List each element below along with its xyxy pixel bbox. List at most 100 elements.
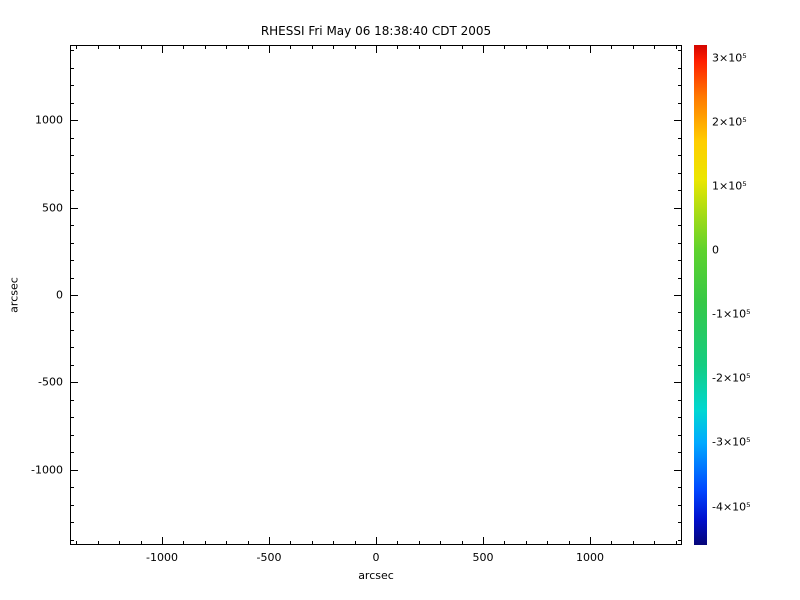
y-axis-tick <box>678 67 681 69</box>
x-axis-tick <box>119 541 121 544</box>
y-axis-tick <box>71 155 74 157</box>
x-axis-tick <box>632 541 634 544</box>
y-axis-tick <box>71 399 74 401</box>
x-axis-tick <box>654 541 656 544</box>
x-axis-tick <box>226 541 228 544</box>
x-axis-tick <box>397 46 399 49</box>
colorbar-tick-label: -4×10⁵ <box>712 500 751 514</box>
y-axis-tick <box>678 260 681 262</box>
x-axis-tick <box>418 541 420 544</box>
y-tick-label: 500 <box>42 201 63 215</box>
y-axis-label: arcsec <box>7 277 21 313</box>
plot-frame <box>70 45 682 545</box>
x-axis-tick <box>589 46 591 53</box>
y-axis-tick <box>678 522 681 524</box>
y-tick-label: 0 <box>56 288 63 302</box>
y-axis-tick <box>678 155 681 157</box>
y-tick-label: -1000 <box>31 463 63 477</box>
y-axis-tick <box>678 50 681 52</box>
y-axis-tick <box>678 172 681 174</box>
colorbar-tick-label: 2×10⁵ <box>712 115 747 129</box>
x-axis-tick <box>311 46 313 49</box>
x-axis-tick <box>611 541 613 544</box>
x-axis-tick <box>440 541 442 544</box>
x-axis-tick <box>547 46 549 49</box>
x-axis-tick <box>482 46 484 53</box>
x-axis-tick <box>311 541 313 544</box>
y-tick-label: -500 <box>38 375 63 389</box>
y-axis-tick <box>678 434 681 436</box>
y-axis-tick <box>71 67 74 69</box>
x-axis-tick <box>97 541 99 544</box>
y-axis-tick <box>678 539 681 541</box>
y-axis-tick <box>678 225 681 227</box>
x-axis-label: arcsec <box>358 569 394 582</box>
x-axis-tick <box>97 46 99 49</box>
x-axis-tick <box>675 46 677 49</box>
y-axis-tick <box>71 452 74 454</box>
colorbar-tick-label: 3×10⁵ <box>712 51 747 65</box>
x-axis-tick <box>611 46 613 49</box>
y-axis-tick <box>71 539 74 541</box>
x-axis-tick <box>204 541 206 544</box>
x-axis-tick <box>290 541 292 544</box>
x-axis-tick <box>654 46 656 49</box>
y-axis-tick <box>71 260 74 262</box>
x-axis-tick <box>461 541 463 544</box>
x-axis-tick <box>440 46 442 49</box>
y-axis-tick <box>678 277 681 279</box>
y-axis-tick <box>71 277 74 279</box>
x-tick-label: -500 <box>256 551 282 564</box>
y-axis-tick <box>71 312 74 314</box>
x-axis-tick <box>290 46 292 49</box>
x-axis-tick <box>376 46 377 53</box>
x-axis-tick <box>504 46 506 49</box>
y-axis-tick <box>71 417 74 419</box>
x-axis-tick <box>183 541 185 544</box>
y-axis-tick <box>71 242 74 244</box>
x-tick-label: 1000 <box>575 551 604 564</box>
y-axis-tick <box>678 417 681 419</box>
x-axis-tick <box>675 541 677 544</box>
x-axis-tick <box>140 46 142 49</box>
x-axis-tick <box>418 46 420 49</box>
x-axis-tick <box>482 537 484 544</box>
y-axis-tick <box>71 504 74 506</box>
y-axis-tick <box>71 137 74 139</box>
x-axis-tick <box>525 46 527 49</box>
colorbar-tick-label: 1×10⁵ <box>712 179 747 193</box>
plot-title: RHESSI Fri May 06 18:38:40 CDT 2005 <box>260 24 492 38</box>
x-axis-tick <box>76 46 78 49</box>
y-axis-tick <box>678 504 681 506</box>
x-axis-tick <box>162 537 163 544</box>
x-axis-tick <box>461 46 463 49</box>
y-axis-tick <box>71 487 74 489</box>
x-axis-tick <box>162 46 163 53</box>
x-axis-tick <box>568 541 570 544</box>
y-axis-tick <box>71 207 78 209</box>
y-axis-tick <box>678 347 681 349</box>
x-axis-tick <box>204 46 206 49</box>
y-axis-tick <box>71 469 78 471</box>
y-axis-tick <box>674 382 681 384</box>
x-axis-tick <box>183 46 185 49</box>
y-tick-label: 1000 <box>35 113 63 127</box>
y-axis-tick <box>71 190 74 192</box>
colorbar-tick-label: 0 <box>712 243 719 257</box>
y-axis-tick <box>678 329 681 331</box>
x-axis-tick <box>269 537 270 544</box>
x-axis-tick <box>247 541 249 544</box>
x-axis-tick <box>589 537 591 544</box>
y-axis-tick <box>71 434 74 436</box>
y-axis-tick <box>678 85 681 87</box>
y-axis-tick <box>674 295 681 296</box>
x-tick-label: 0 <box>372 551 380 564</box>
y-axis-tick <box>71 172 74 174</box>
y-axis-tick <box>678 190 681 192</box>
y-axis-tick <box>674 469 681 471</box>
x-tick-label: -1000 <box>146 551 178 564</box>
y-axis-tick <box>674 120 681 122</box>
y-axis-tick <box>674 207 681 209</box>
y-axis-tick <box>71 120 78 122</box>
